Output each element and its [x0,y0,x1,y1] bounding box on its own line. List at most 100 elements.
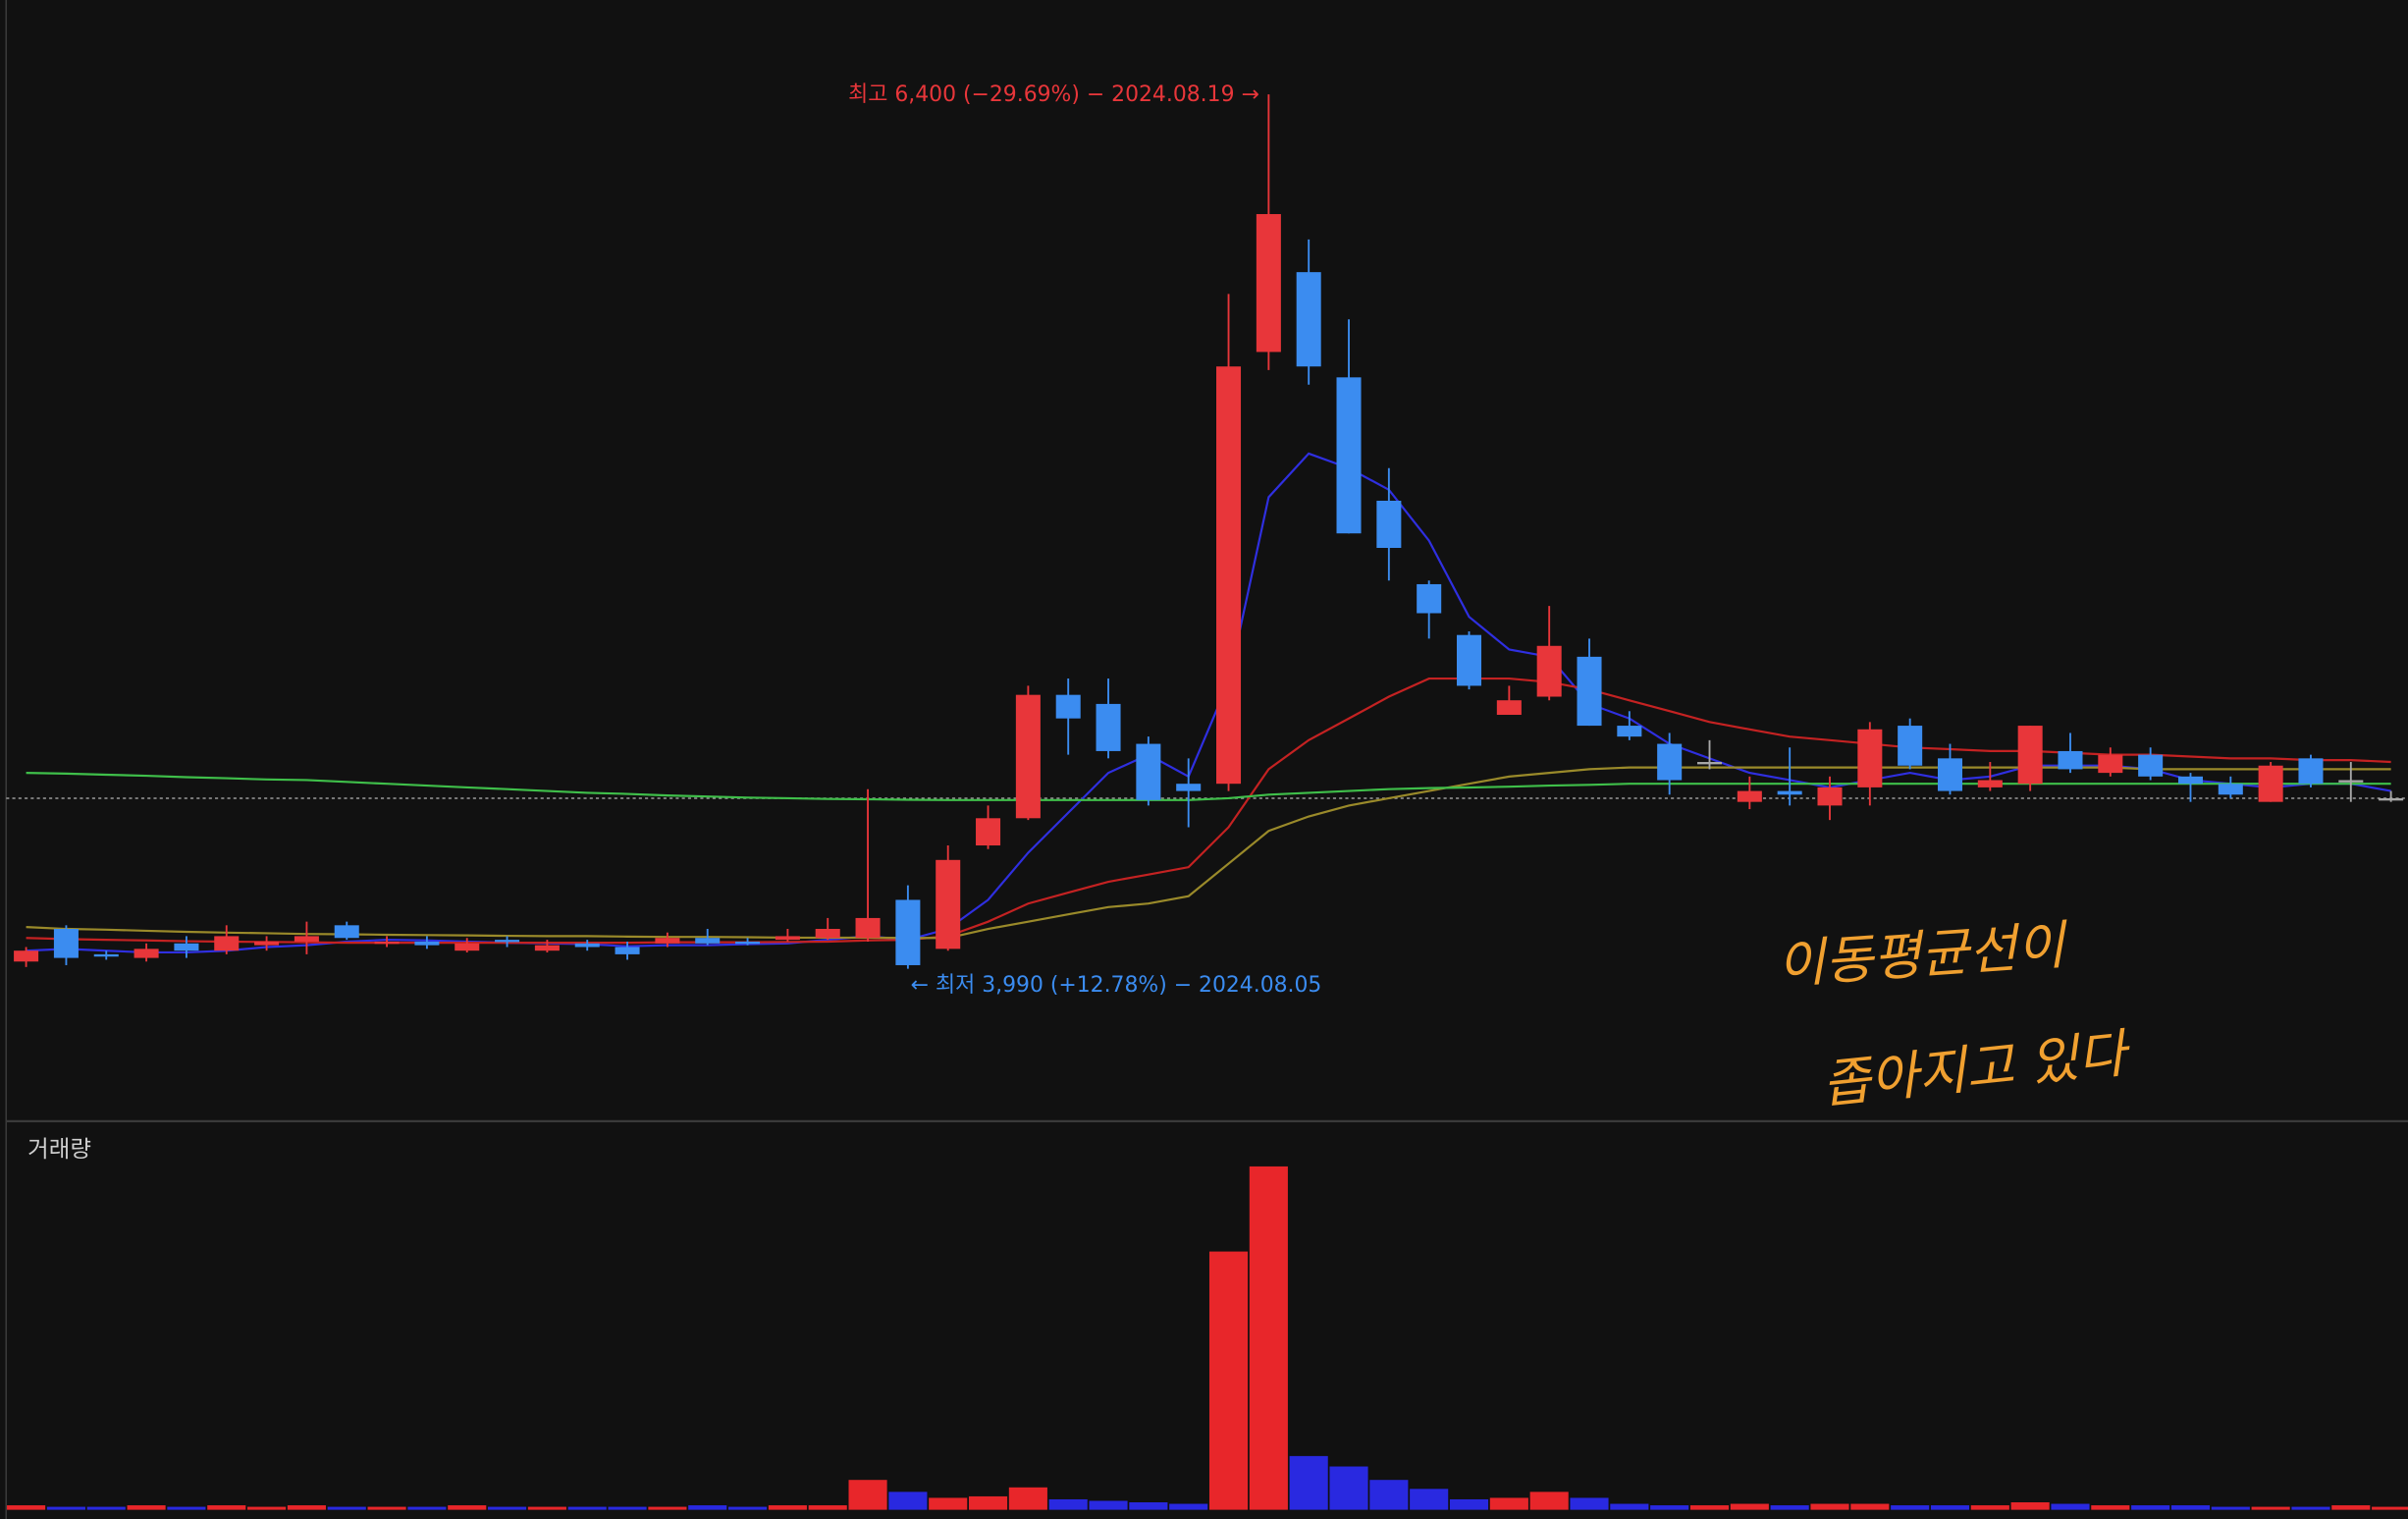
volume-bar [2170,1505,2211,1510]
candle-body [1496,700,1522,715]
volume-panel [7,1166,2408,1510]
volume-bar [1689,1505,1730,1510]
volume-bar [2131,1505,2170,1510]
candle-body [1857,729,1883,787]
candle-body [294,936,319,942]
volume-bar [2291,1506,2330,1510]
volume-bar [1410,1489,1449,1510]
candle-body [2138,754,2164,777]
candle-body [936,859,961,949]
candle-body [414,941,440,946]
volume-bar [567,1506,607,1510]
volume-bar [167,1506,206,1510]
volume-bar [1529,1492,1569,1510]
candle-body [615,947,640,954]
candle-body [1977,780,2003,787]
volume-bar [929,1497,968,1510]
candle-body [1898,726,1923,766]
volume-bar [1289,1455,1328,1510]
volume-bar [1730,1503,1769,1510]
volume-label: 거래량 [27,1135,91,1163]
price-panel [6,94,2408,969]
candle-body [895,899,921,965]
candle-body [1657,743,1683,781]
volume-bar [808,1505,847,1510]
volume-bar [2251,1506,2290,1510]
high-annotation: 최고 6,400 (−29.69%) − 2024.08.19 → [848,82,1259,107]
volume-bar [46,1506,85,1510]
candle-body [1417,583,1442,614]
candle-body [815,929,840,939]
volume-bar [648,1506,687,1510]
volume-bar [247,1506,287,1510]
candle-body [53,929,79,958]
candle-body [374,941,400,945]
candle-body [455,943,480,951]
volume-bar [1570,1497,1609,1510]
candle-body [214,936,240,951]
volume-bar [608,1506,647,1510]
volume-bar [2091,1505,2130,1510]
candle-body [695,938,721,944]
low-annotation: ← 최저 3,990 (+12.78%) − 2024.08.05 [911,973,1322,998]
volume-bar [1369,1480,1409,1510]
volume-bar [888,1492,928,1510]
candle-body [2218,784,2243,795]
volume-bar [488,1506,527,1510]
volume-bar [848,1480,887,1510]
candle-body [1096,703,1121,751]
candle-body [495,940,520,943]
volume-bar [1249,1166,1288,1510]
candle-body [1376,500,1402,549]
volume-bar [287,1505,326,1510]
candle-body [655,938,680,944]
volume-bar [1850,1503,1890,1510]
candle-body [1457,634,1482,686]
volume-bar [968,1495,1008,1510]
candle-body [775,936,800,941]
volume-bar [1891,1505,1930,1510]
candle-body [174,943,199,951]
volume-bar [448,1505,487,1510]
volume-bar [1208,1251,1249,1510]
volume-bar [207,1505,246,1510]
volume-bar [86,1506,126,1510]
volume-bar [2331,1505,2371,1510]
candle-body [1777,790,1802,795]
candle-body [976,818,1001,846]
candle-body [2058,750,2083,770]
candle-body [2379,797,2404,801]
candle-body [2338,780,2364,783]
candle-body [2177,776,2203,785]
candle-body [254,941,280,946]
candle-body [93,953,119,957]
candle-body [855,917,881,939]
candle-body [1817,787,1843,806]
volume-bar [1048,1498,1088,1510]
candle-body [1336,377,1362,534]
candle-body [14,950,39,962]
volume-bar [2211,1506,2250,1510]
volume-bar [1610,1503,1649,1510]
volume-bar [367,1506,406,1510]
candle-body [1696,762,1723,765]
candle-body [1296,272,1321,367]
candle-body [1055,694,1081,719]
candle-body [1015,694,1041,819]
candle-body [1617,726,1642,737]
volume-bar [688,1505,727,1510]
candle-body [2098,754,2123,774]
candle-body [1216,366,1242,785]
volume-bar [1489,1497,1528,1510]
candle-body [1577,656,1602,727]
candle-body [1737,790,1762,802]
volume-bar [407,1506,447,1510]
candle-body [1136,743,1161,800]
volume-bar [1329,1466,1368,1510]
candle-body [2298,758,2324,785]
volume-bar [1089,1500,1128,1510]
volume-bar [127,1505,166,1510]
volume-bar [1810,1503,1849,1510]
